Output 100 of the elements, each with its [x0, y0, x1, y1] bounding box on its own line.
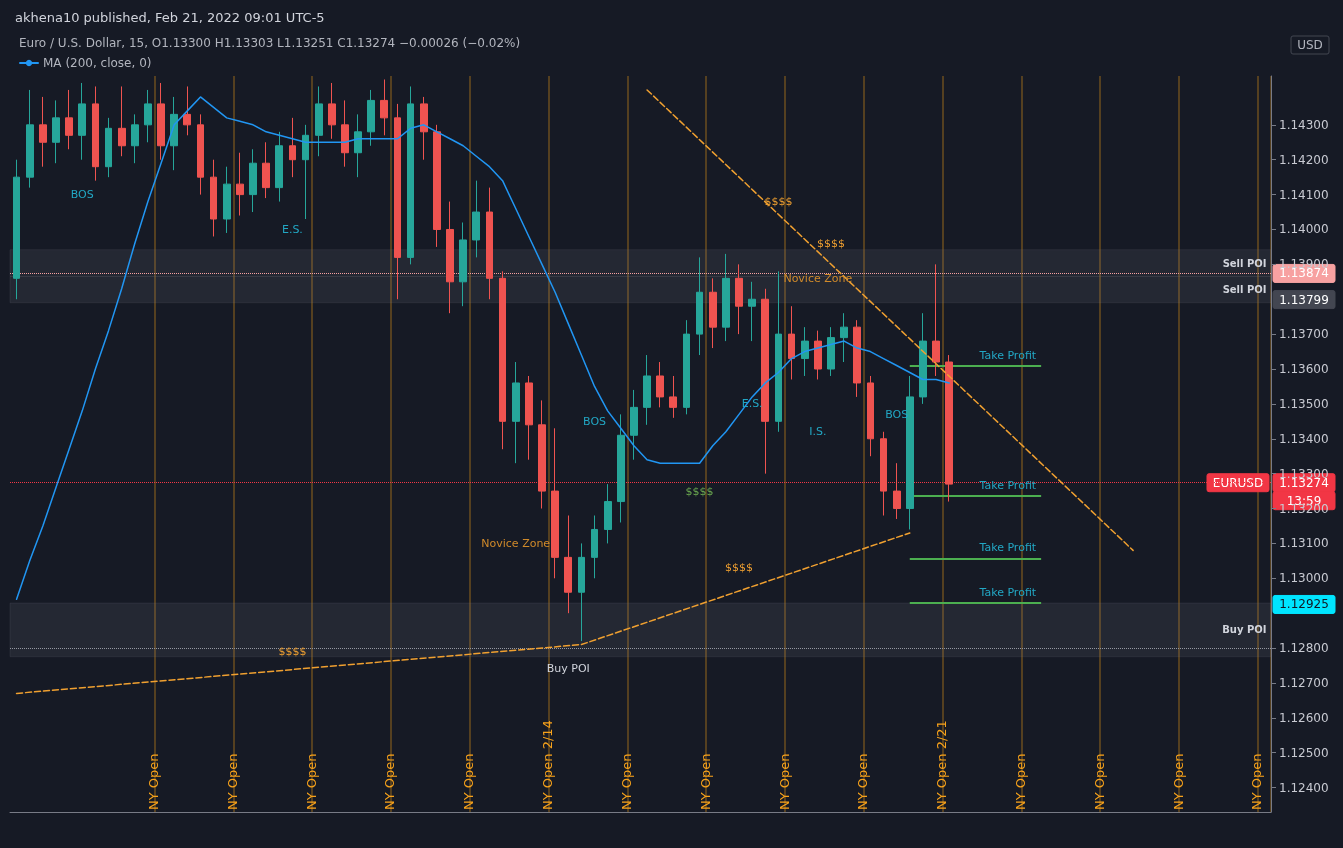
annotation: NY Open	[224, 753, 240, 810]
candlestick	[840, 312, 848, 363]
chart-subtitle: Euro / U.S. Dollar, 15, O1.13300 H1.13303 L1.13251 C1.13274 −0.00026 (−0.02%)	[19, 36, 521, 50]
candlestick	[183, 85, 191, 136]
y-tick-label: 1.14300	[1279, 117, 1329, 132]
candlestick	[788, 305, 795, 380]
candlestick	[315, 85, 323, 157]
candlestick	[223, 166, 231, 234]
ref-line-label: Take Profit	[978, 541, 1037, 555]
annotation: NY Open	[1091, 753, 1107, 810]
candlestick	[880, 431, 887, 517]
candlestick	[827, 326, 835, 377]
candlestick	[446, 201, 454, 314]
candlestick	[486, 187, 493, 300]
candlestick	[512, 361, 520, 464]
annotation: Novice Zone	[783, 271, 853, 285]
candlestick	[144, 89, 152, 143]
candlestick	[853, 319, 861, 398]
candlestick	[591, 515, 598, 579]
candlestick	[919, 312, 927, 405]
y-tick-label: 1.13500	[1279, 396, 1329, 411]
candlestick	[197, 113, 204, 196]
band-label: Sell POI	[1222, 284, 1267, 296]
annotation: NY Open	[1170, 753, 1186, 810]
text: 1.13799	[1279, 292, 1329, 307]
chart-title: akhena10 published, Feb 21, 2022 09:01 UTC-5	[15, 10, 325, 25]
candlestick	[801, 326, 809, 377]
candlestick	[170, 96, 178, 171]
candlestick	[92, 85, 99, 182]
annotation: Buy POI	[546, 662, 590, 676]
candlestick	[262, 141, 270, 199]
candlestick	[380, 78, 388, 136]
annotation: $$$$	[685, 484, 714, 498]
candlestick	[78, 82, 86, 161]
candlestick	[696, 256, 703, 356]
annotation: $$$$	[816, 236, 845, 250]
candlestick	[932, 263, 940, 377]
y-tick-label: 1.14000	[1279, 222, 1329, 237]
annotation: I.S.	[809, 425, 827, 439]
candlestick	[499, 270, 506, 450]
candlestick	[289, 117, 296, 178]
candlestick	[26, 89, 34, 189]
y-tick-label: 1.13100	[1279, 536, 1329, 551]
candlestick	[748, 281, 756, 342]
ref-line-label: Take Profit	[978, 586, 1037, 600]
annotation: NY Open	[146, 753, 162, 810]
annotation: NY Open	[697, 753, 713, 810]
candlestick	[407, 85, 414, 265]
line-series	[15, 96, 950, 600]
candlestick	[656, 361, 664, 408]
y-tick-label: 1.13700	[1279, 327, 1329, 342]
y-tick-label: 1.13400	[1279, 431, 1329, 446]
candlestick	[52, 99, 60, 164]
y-tick-label: 1.14200	[1279, 152, 1329, 167]
candlestick	[118, 85, 126, 157]
y-tick-label: 1.13600	[1279, 362, 1329, 376]
annotation: BOS	[70, 188, 94, 202]
candlestick	[761, 288, 769, 475]
candlestick	[275, 131, 283, 203]
y-tick-label: 1.12600	[1279, 710, 1329, 725]
candlestick	[775, 270, 782, 433]
candlestick	[341, 99, 349, 168]
candlestick	[420, 96, 428, 161]
ref-line-label: Take Profit	[978, 478, 1037, 492]
candlestick	[814, 330, 822, 380]
candlestick	[105, 117, 112, 178]
candlestick	[945, 354, 953, 503]
candlestick	[367, 89, 375, 147]
candlestick	[669, 375, 677, 419]
y-tick-label: 1.12700	[1279, 675, 1329, 690]
candlestick	[472, 180, 480, 258]
annotation: $$$$	[764, 195, 793, 209]
candlestick	[722, 253, 730, 342]
candlestick	[683, 319, 690, 415]
candlestick	[249, 148, 257, 213]
candlestick	[13, 159, 20, 300]
y-tick-label: 1.12800	[1279, 641, 1329, 656]
candlestick	[131, 113, 139, 164]
annotation: NY Open	[382, 753, 398, 810]
candlestick	[906, 375, 914, 530]
candlestick	[617, 413, 625, 523]
candlestick	[328, 82, 336, 140]
annotation: NY Open	[776, 753, 792, 810]
candlestick	[394, 103, 401, 300]
annotation: $$$$	[725, 561, 754, 575]
annotation: $$$$	[278, 645, 307, 659]
candlestick	[302, 124, 309, 220]
annotation: NY Open 2/14	[540, 720, 556, 810]
annotation: NY Open	[303, 753, 319, 810]
candlestick	[604, 483, 612, 544]
band-label: Buy POI	[1222, 624, 1267, 636]
y-tick-label: 1.12500	[1279, 745, 1329, 760]
candlestick	[735, 263, 743, 335]
legend-label: MA (200, close, 0)	[43, 56, 152, 70]
annotation: NY Open	[461, 753, 477, 810]
annotation: BOS	[583, 414, 607, 428]
y-tick-label: 1.13000	[1279, 571, 1329, 586]
candlestick	[564, 515, 572, 614]
candlestick	[643, 354, 651, 426]
candlestick	[893, 462, 901, 520]
